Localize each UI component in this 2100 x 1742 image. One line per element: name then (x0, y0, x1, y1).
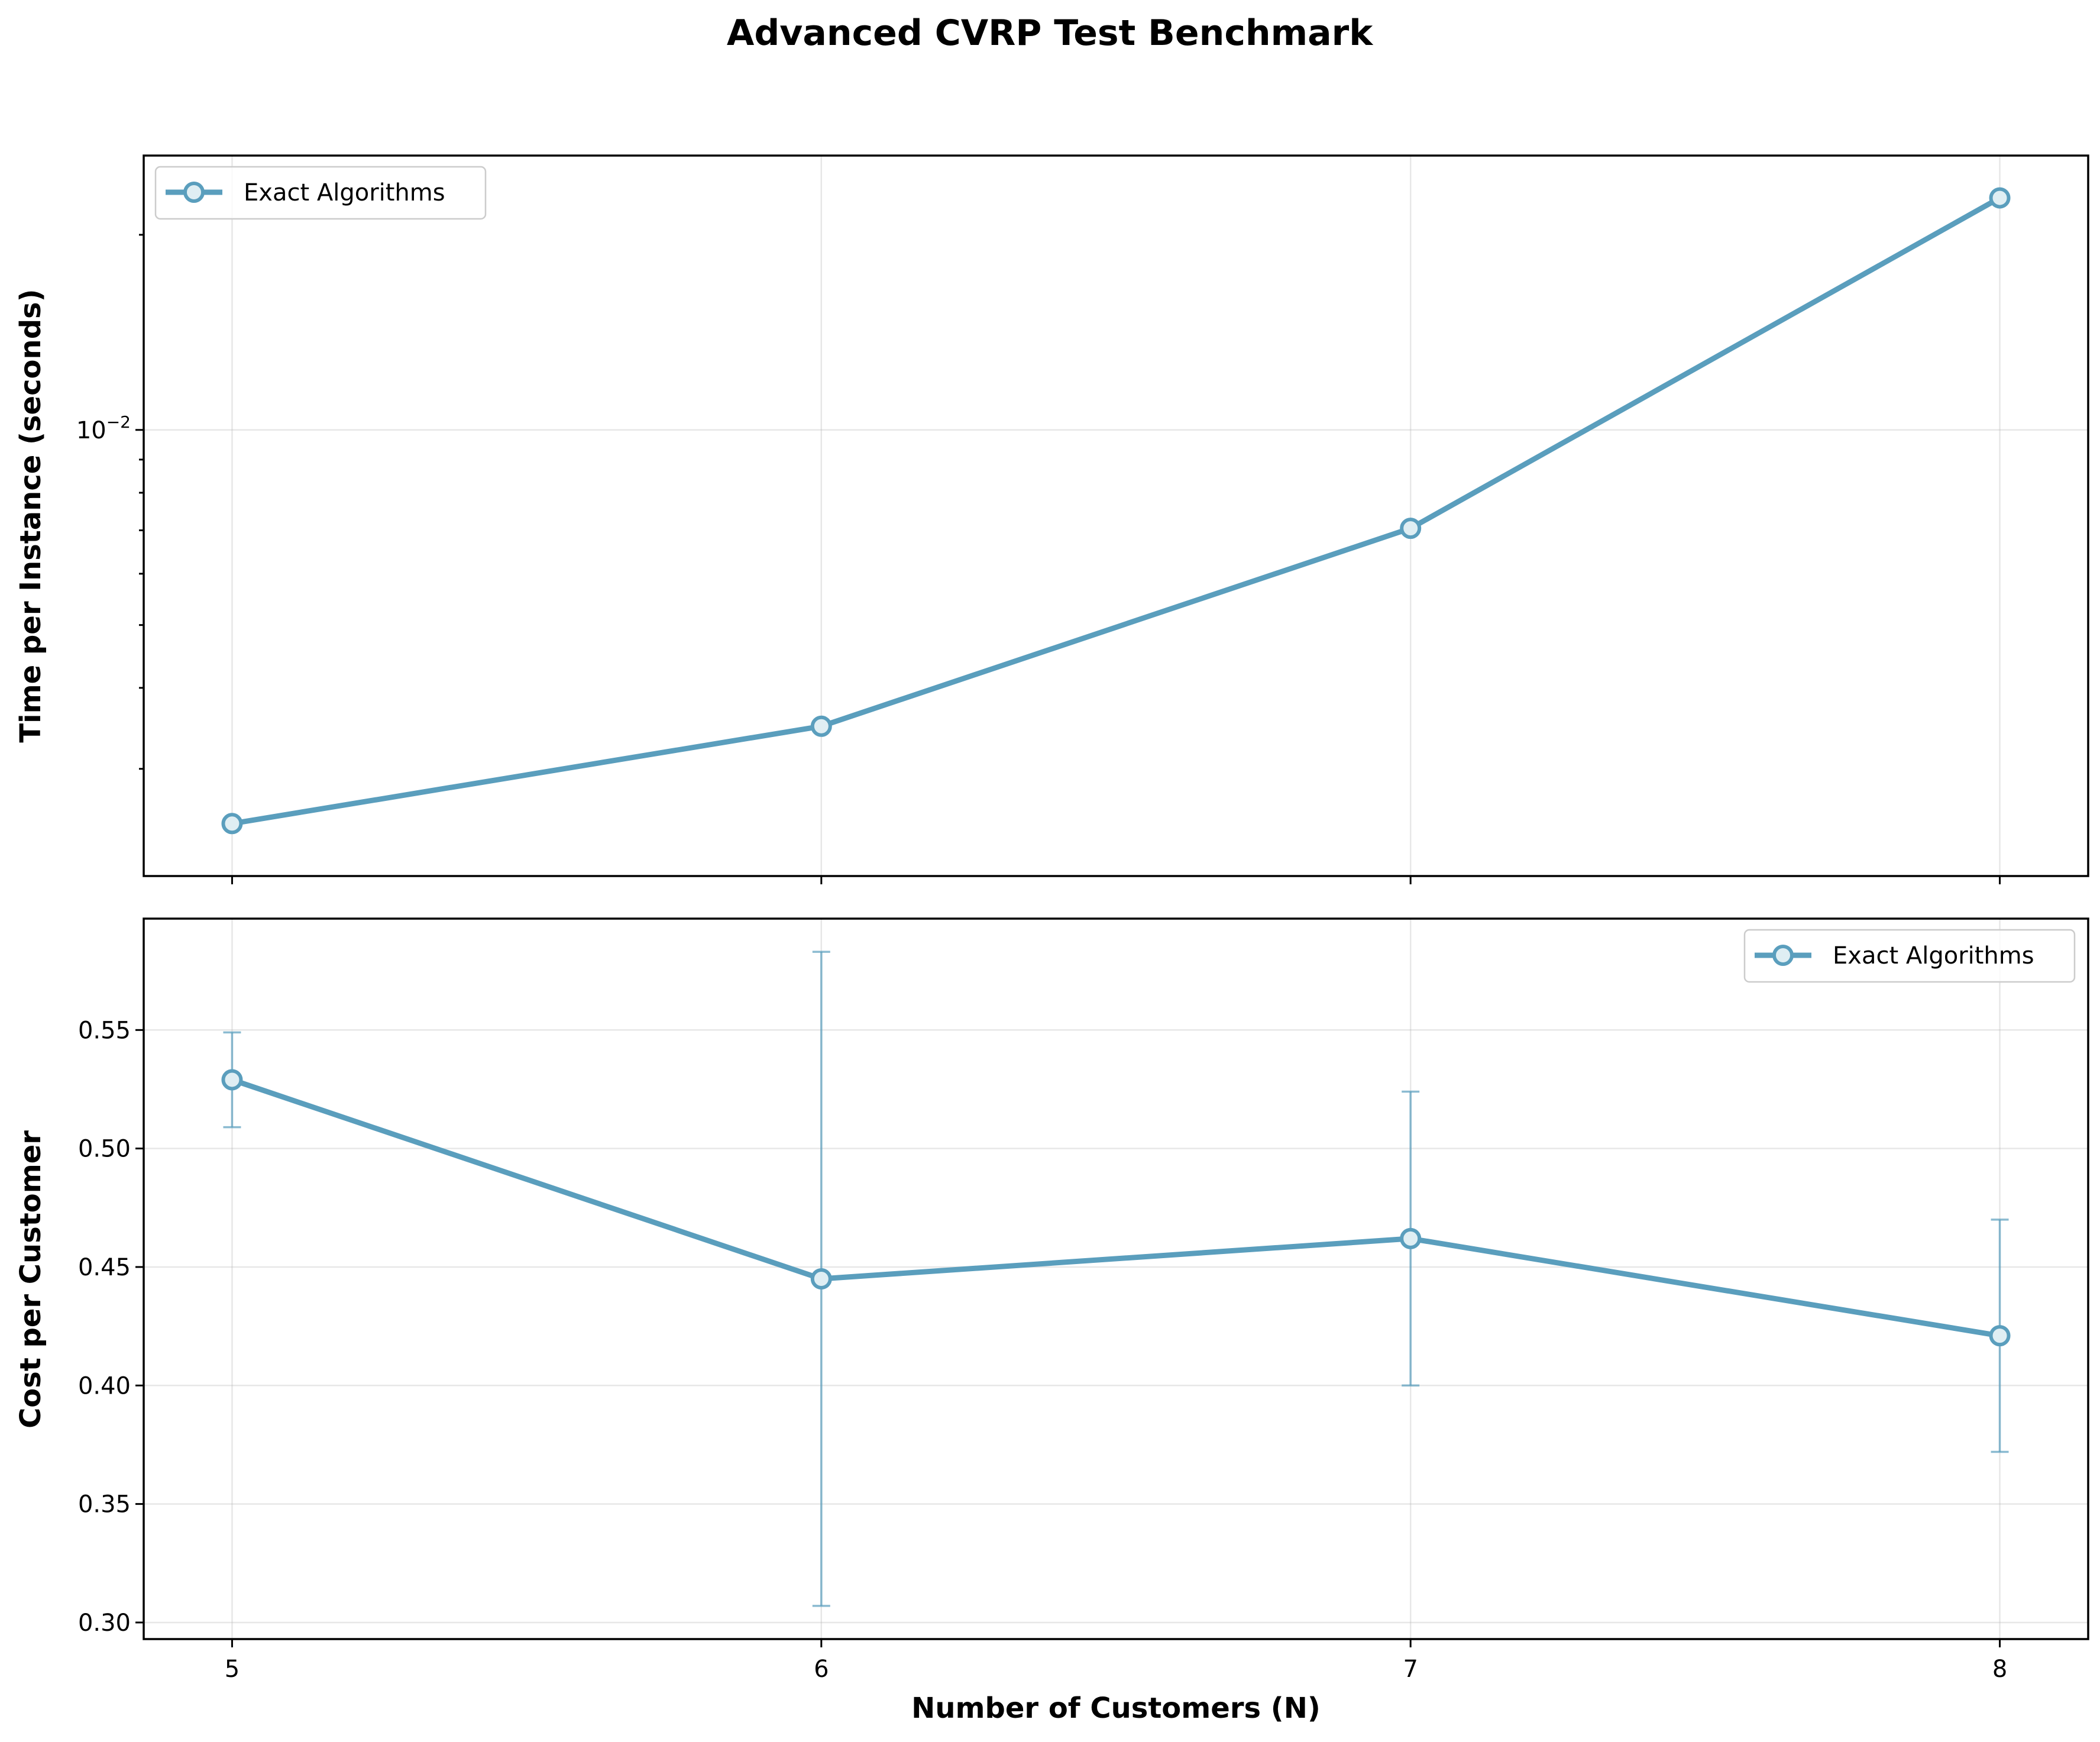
top-data-point (810, 715, 832, 737)
top-x-tickmarks (231, 876, 2001, 884)
bottom-y-tick-label: 0.50 (78, 1136, 131, 1163)
top-data-point (1989, 187, 2011, 209)
top-axes-frame (143, 154, 2089, 877)
top-y-ticks: 10−2 (76, 234, 144, 770)
bottom-legend-label: Exact Algorithms (1833, 942, 2034, 969)
bottom-series (221, 1069, 2011, 1347)
bottom-grid (144, 919, 2088, 1639)
bottom-y-ticks: 0.30 0.35 0.40 0.45 0.50 0.55 (78, 1017, 144, 1637)
top-series-line (231, 195, 2001, 826)
bottom-legend-box (1743, 929, 2076, 983)
top-grid (144, 156, 2088, 876)
bottom-legend-marker (1772, 945, 1794, 966)
top-y-axis-label: Time per Instance (seconds) (14, 289, 47, 742)
bottom-error-bars (223, 951, 2009, 1607)
top-legend-marker (183, 182, 205, 203)
bottom-y-tick-label: 0.30 (78, 1610, 131, 1637)
top-panel-time: 10−2 Time per Instance (seconds) Exact A… (14, 154, 2089, 884)
bottom-panel-cost: 0.30 0.35 0.40 0.45 0.50 0.55 5 6 7 8 Cost per C… (14, 917, 2089, 1725)
bottom-y-axis-label: Cost per Customer (14, 1130, 47, 1428)
top-legend-label: Exact Algorithms (244, 179, 445, 206)
x-tick-label: 8 (1992, 1656, 2007, 1683)
bottom-axes-frame (143, 917, 2089, 1640)
top-series (221, 187, 2011, 835)
bottom-data-point (1989, 1325, 2011, 1347)
bottom-series-line (231, 1077, 2001, 1339)
top-data-point (221, 813, 243, 835)
bottom-data-point (221, 1069, 243, 1091)
chart-title: Advanced CVRP Test Benchmark (727, 12, 1374, 54)
bottom-data-point (1400, 1227, 1422, 1249)
bottom-y-tick-label: 0.45 (78, 1254, 131, 1281)
top-legend: Exact Algorithms (154, 166, 487, 220)
top-legend-box (154, 166, 487, 220)
x-tick-label: 7 (1403, 1656, 1418, 1683)
bottom-y-tick-label: 0.55 (78, 1017, 131, 1044)
bottom-legend: Exact Algorithms (1743, 929, 2076, 983)
top-y-tick-label: 10−2 (76, 412, 131, 444)
bottom-x-ticks: 5 6 7 8 (225, 1639, 2007, 1683)
bottom-data-point (810, 1268, 832, 1289)
top-data-point (1400, 518, 1422, 539)
bottom-y-tick-label: 0.35 (78, 1491, 131, 1518)
x-axis-label: Number of Customers (N) (911, 1692, 1321, 1725)
bottom-y-tick-label: 0.40 (78, 1372, 131, 1400)
x-tick-label: 5 (225, 1656, 240, 1683)
x-tick-label: 6 (814, 1656, 829, 1683)
